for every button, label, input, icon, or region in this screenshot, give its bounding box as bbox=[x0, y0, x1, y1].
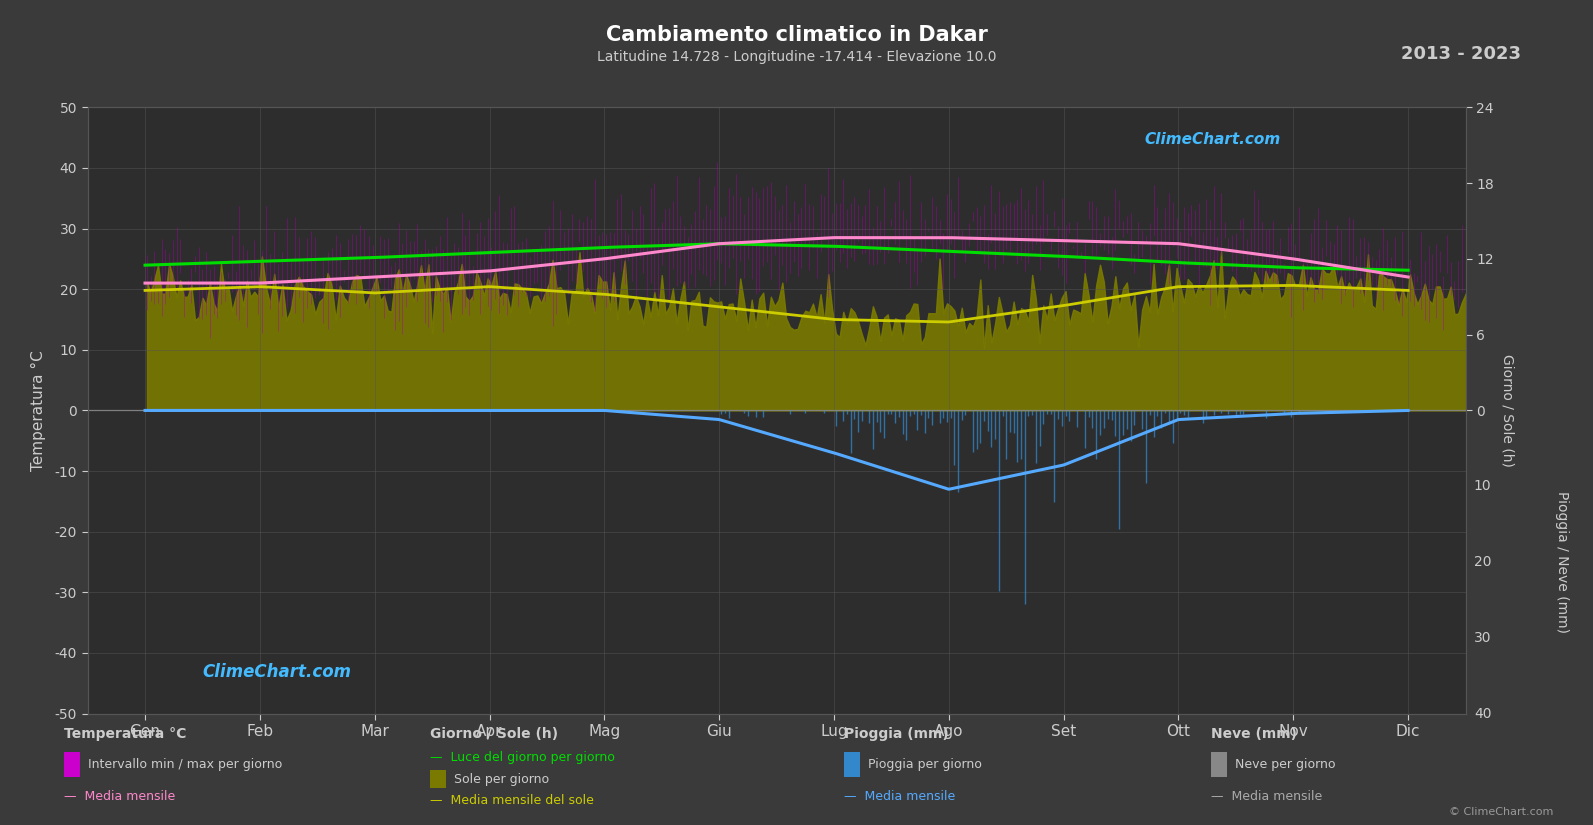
Text: © ClimeChart.com: © ClimeChart.com bbox=[1448, 807, 1553, 817]
Text: —  Media mensile: — Media mensile bbox=[844, 790, 956, 804]
Text: Giorno / Sole (h): Giorno / Sole (h) bbox=[430, 728, 558, 742]
Text: —  Media mensile: — Media mensile bbox=[1211, 790, 1322, 804]
Text: Neve (mm): Neve (mm) bbox=[1211, 728, 1297, 742]
Y-axis label: Temperatura °C: Temperatura °C bbox=[32, 350, 46, 471]
Text: —  Luce del giorno per giorno: — Luce del giorno per giorno bbox=[430, 751, 615, 764]
Text: —  Media mensile: — Media mensile bbox=[64, 790, 175, 804]
Text: Pioggia / Neve (mm): Pioggia / Neve (mm) bbox=[1555, 491, 1569, 633]
Text: Cambiamento climatico in Dakar: Cambiamento climatico in Dakar bbox=[605, 25, 988, 45]
Text: Latitudine 14.728 - Longitudine -17.414 - Elevazione 10.0: Latitudine 14.728 - Longitudine -17.414 … bbox=[597, 50, 996, 64]
Text: 20: 20 bbox=[1474, 555, 1491, 569]
Text: ClimeChart.com: ClimeChart.com bbox=[1144, 132, 1281, 147]
Y-axis label: Giorno / Sole (h): Giorno / Sole (h) bbox=[1501, 354, 1515, 467]
Text: 10: 10 bbox=[1474, 479, 1491, 493]
Text: Intervallo min / max per giorno: Intervallo min / max per giorno bbox=[88, 758, 282, 771]
Text: Pioggia per giorno: Pioggia per giorno bbox=[868, 758, 981, 771]
Text: Temperatura °C: Temperatura °C bbox=[64, 728, 186, 742]
Text: 30: 30 bbox=[1474, 631, 1491, 645]
Text: ClimeChart.com: ClimeChart.com bbox=[202, 663, 352, 681]
Text: Pioggia (mm): Pioggia (mm) bbox=[844, 728, 949, 742]
Text: 40: 40 bbox=[1474, 707, 1491, 720]
Text: 2013 - 2023: 2013 - 2023 bbox=[1402, 45, 1521, 64]
Text: Neve per giorno: Neve per giorno bbox=[1235, 758, 1335, 771]
Text: Sole per giorno: Sole per giorno bbox=[454, 773, 550, 786]
Text: —  Media mensile del sole: — Media mensile del sole bbox=[430, 794, 594, 808]
